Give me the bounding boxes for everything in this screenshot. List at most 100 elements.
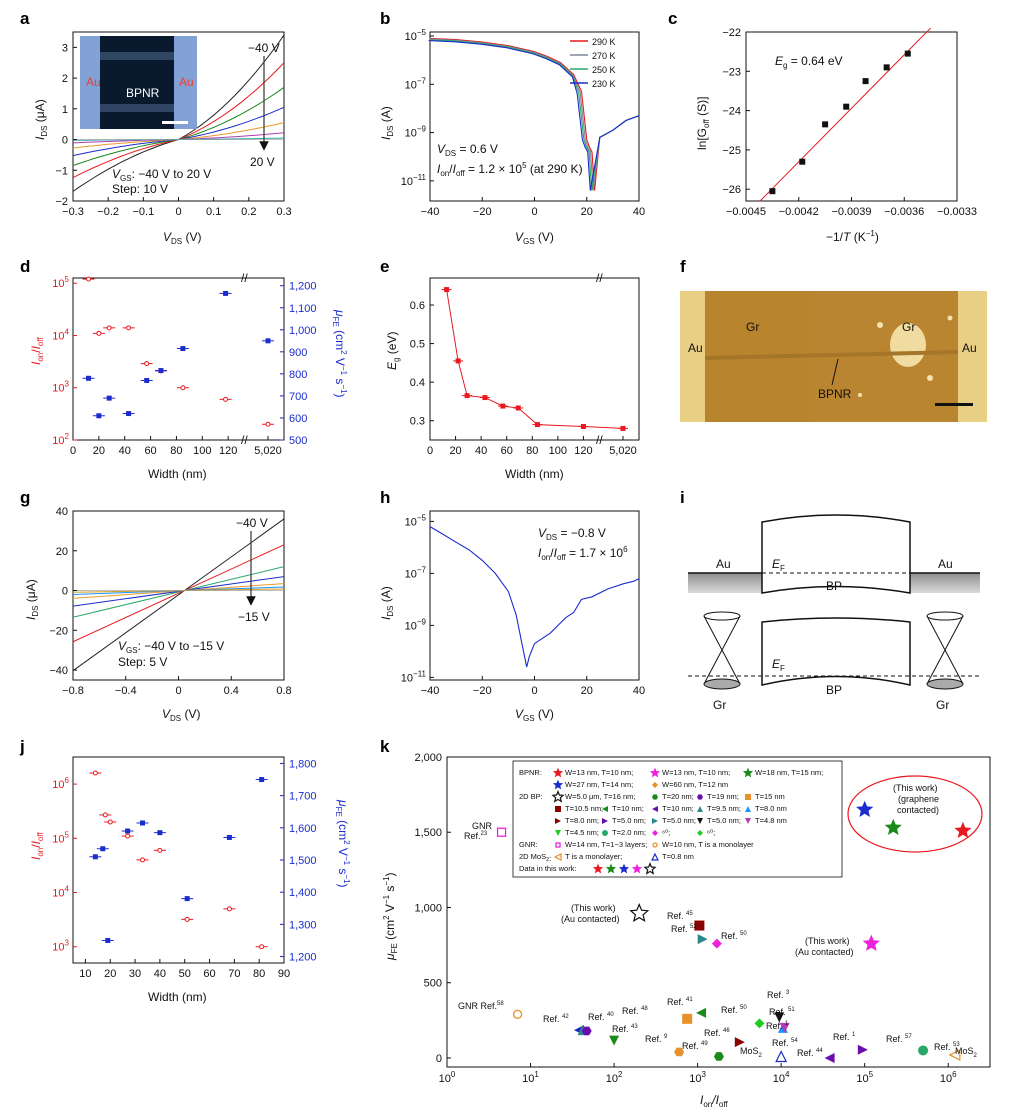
j-x-tick-label: 50 [179,968,191,980]
legend-text: W=27 nm, T=14 nm; [565,780,633,789]
legend-marker [697,794,703,800]
c-x-tick-label: −0.0036 [884,206,924,218]
band-ef-top-label: EF [772,557,785,573]
onoff-point [96,330,102,336]
legend-text: W=60 nm, T=12 nm [662,780,728,789]
d-yr-tick-label: 500 [289,435,307,447]
panel-label-h: h [380,488,390,507]
iv-line [72,518,285,672]
data-point-diamond [711,938,722,949]
panel-c: −0.0045 −0.0042 −0.0039 −0.0036 −0.0033 −22 −2… [695,27,977,244]
mobility-point [140,820,146,826]
mobility-point [96,413,102,419]
k-gr-work-label-3: contacted) [897,805,939,815]
panel-e-xlabel: Width (nm) [505,467,564,481]
c-x-tick-label: −0.0045 [726,206,766,218]
legend-marker [553,853,562,861]
e-x-tick-label: 60 [501,445,513,457]
panel-label-k: k [380,737,390,756]
k-au-work-label-1: (This work) [571,903,616,913]
mobility-point [100,846,106,852]
ref-label: Ref. 52 [671,924,697,934]
eg-point [515,405,521,411]
mobility-point [158,368,164,374]
panel-k: 100 101 102 103 104 105 106 0 500 1,000 1,500 2,000… [382,752,991,1109]
panel-j-ticks: 10 20 30 40 50 60 70 80 90 103 104 105 106 1,200 1,300… [52,758,316,980]
k-au-work-b-label-2: (Au contacted) [795,947,854,957]
legend-bpnr-header: BPNR: [519,768,542,777]
legend-marker [649,767,661,778]
k-x-tick-label: 106 [940,1070,957,1085]
panel-k-ticks: 100 101 102 103 104 105 106 0 500 1,000 1,500 2,000 [414,752,957,1085]
iv-line [72,566,285,618]
data-point-circle_open [512,1009,523,1019]
eg-point [620,425,626,431]
inset-ribbon-bottom [100,104,174,112]
ref-label: Ref. 3 [767,990,790,1000]
panel-c-ylabel: ln[Goff (S)] [695,97,711,150]
legend-text: T=5.0 nm; [707,816,741,825]
k-gnr-ref58-label: GNR Ref.58 [458,1001,504,1011]
legend-gnr-header: GNR: [519,840,538,849]
panel-g-frame [72,510,285,681]
panel-j-ylabel-left: Ion/Ioff [29,832,45,860]
legend-marker [555,842,561,848]
h-x-tick-label: 0 [531,685,537,697]
g-y-tick-label: −20 [49,625,68,637]
ref-label: Ref. 44 [797,1048,823,1058]
legend-marker [745,818,751,824]
k-x-tick-label: 103 [689,1070,706,1085]
legend-marker [551,790,565,803]
legend-marker [652,830,658,836]
afm-particle [927,375,933,381]
data-point-tri_r [857,1044,868,1055]
k-y-tick-label: 500 [424,978,442,990]
band-conduction-bottom [761,617,911,640]
k-y-tick-label: 2,000 [414,752,442,764]
k-gr-work-label-1: (This work) [893,783,938,793]
k-gnr-ref-label-2: Ref.23 [464,831,488,841]
legend-marker [555,806,561,812]
legend-text: T=10.5 nm; [565,804,603,813]
onoff-point [106,325,112,331]
k-y-tick-label: 1,000 [414,902,442,914]
g-x-tick-label: 0.4 [224,685,239,697]
b-x-tick-label: −40 [421,206,440,218]
b-x-tick-label: 0 [531,206,537,218]
legend-marker [652,818,658,824]
data-point-star [954,821,972,838]
legend-text: T=2.0 nm; [612,828,646,837]
k-mos2-label-b: MoS2 [955,1046,978,1059]
e-x-tick-label: 40 [475,445,487,457]
inset-au-left [80,36,100,129]
d-yl-tick-label: 104 [52,327,69,342]
j-yr-tick-label: 1,700 [289,791,317,803]
data-point-tri_open [775,1050,788,1063]
g-x-tick-label: −0.4 [115,685,137,697]
ref-label: Ref. 53 [934,1042,960,1052]
legend-marker [643,862,657,875]
eg-point [482,395,488,401]
panel-j-plot [89,770,268,950]
d-yr-tick-label: 800 [289,369,307,381]
panel-b-xlabel: VGS (V) [515,230,554,246]
j-yr-tick-label: 1,400 [289,887,317,899]
g-x-tick-label: 0.8 [276,685,291,697]
d-yr-tick-label: 1,200 [289,281,317,293]
legend-marker [602,830,608,836]
data-point [843,103,850,110]
panel-b-vds: VDS = 0.6 V [437,142,498,158]
panel-h-xlabel: VGS (V) [515,707,554,723]
eg-point [500,403,506,409]
legend-text: T=8.0 nm [755,804,787,813]
b-x-tick-label: −20 [473,206,492,218]
afm-gr-left-label: Gr [746,320,759,334]
j-yr-tick-label: 1,200 [289,952,317,964]
panel-a: −0.3 −0.2 −0.1 0 0.1 0.2 0.3 −2 −1 0 1 2 3 Au Au BPN… [33,31,292,246]
mobility-point [125,828,131,834]
panel-a-curves [72,34,285,192]
e-x-tick-label: 80 [526,445,538,457]
afm-particle [877,322,883,328]
h-y-tick-label: 10−9 [405,617,427,632]
